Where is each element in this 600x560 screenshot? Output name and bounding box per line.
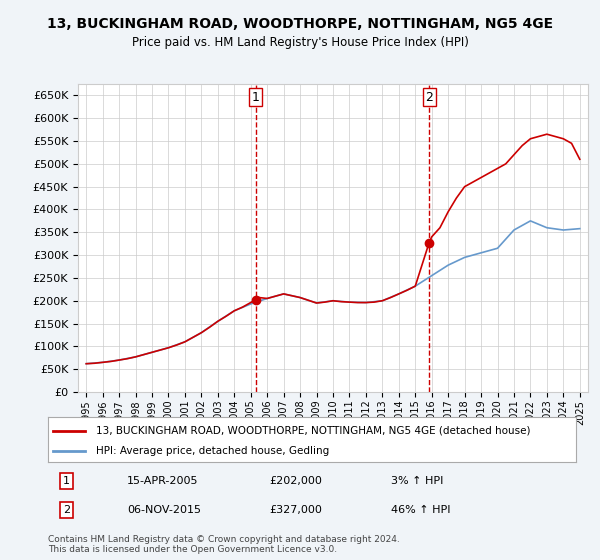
Text: 2: 2 [63, 505, 70, 515]
Text: 13, BUCKINGHAM ROAD, WOODTHORPE, NOTTINGHAM, NG5 4GE (detached house): 13, BUCKINGHAM ROAD, WOODTHORPE, NOTTING… [95, 426, 530, 436]
Text: 13, BUCKINGHAM ROAD, WOODTHORPE, NOTTINGHAM, NG5 4GE: 13, BUCKINGHAM ROAD, WOODTHORPE, NOTTING… [47, 17, 553, 31]
Text: 1: 1 [63, 476, 70, 486]
Text: Price paid vs. HM Land Registry's House Price Index (HPI): Price paid vs. HM Land Registry's House … [131, 36, 469, 49]
Text: £327,000: £327,000 [270, 505, 323, 515]
Text: 2: 2 [425, 91, 433, 104]
Text: 15-APR-2005: 15-APR-2005 [127, 476, 199, 486]
Text: 1: 1 [251, 91, 259, 104]
Text: HPI: Average price, detached house, Gedling: HPI: Average price, detached house, Gedl… [95, 446, 329, 456]
Text: 46% ↑ HPI: 46% ↑ HPI [391, 505, 451, 515]
Text: 3% ↑ HPI: 3% ↑ HPI [391, 476, 443, 486]
Text: £202,000: £202,000 [270, 476, 323, 486]
Text: Contains HM Land Registry data © Crown copyright and database right 2024.
This d: Contains HM Land Registry data © Crown c… [48, 535, 400, 554]
Text: 06-NOV-2015: 06-NOV-2015 [127, 505, 201, 515]
